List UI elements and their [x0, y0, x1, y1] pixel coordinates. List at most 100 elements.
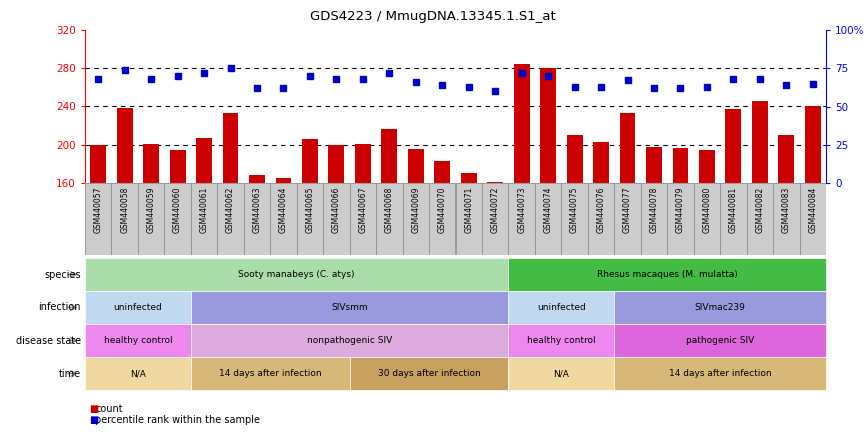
Bar	[535, 183, 561, 255]
Bar	[508, 183, 535, 255]
Bar	[117, 108, 132, 183]
Bar	[699, 150, 714, 183]
Text: nonpathogenic SIV: nonpathogenic SIV	[307, 336, 392, 345]
Bar	[721, 183, 746, 255]
Text: species: species	[44, 270, 81, 280]
Bar	[191, 183, 217, 255]
Bar	[217, 183, 244, 255]
Bar	[323, 183, 350, 255]
Bar	[429, 183, 456, 255]
Bar	[381, 130, 397, 183]
Text: GSM440057: GSM440057	[94, 186, 103, 233]
Text: GSM440072: GSM440072	[491, 186, 500, 233]
Text: GSM440069: GSM440069	[411, 186, 420, 233]
Text: ■: ■	[89, 404, 99, 414]
Text: GSM440061: GSM440061	[199, 186, 209, 233]
Text: GSM440060: GSM440060	[173, 186, 182, 233]
Bar	[112, 183, 138, 255]
Text: GSM440077: GSM440077	[623, 186, 632, 233]
Bar	[302, 139, 318, 183]
Bar	[488, 182, 503, 183]
Bar	[403, 183, 429, 255]
Text: GSM440076: GSM440076	[597, 186, 605, 233]
Text: GSM440058: GSM440058	[120, 186, 129, 233]
Bar	[138, 183, 165, 255]
Bar	[170, 150, 185, 183]
Bar	[223, 113, 238, 183]
Bar	[746, 183, 773, 255]
Text: disease state: disease state	[16, 336, 81, 345]
Text: pathogenic SIV: pathogenic SIV	[686, 336, 754, 345]
Bar	[165, 183, 191, 255]
Text: GSM440075: GSM440075	[570, 186, 579, 233]
Bar	[90, 145, 107, 183]
Text: GSM440083: GSM440083	[782, 186, 791, 233]
Bar	[297, 183, 323, 255]
Bar	[566, 135, 583, 183]
Text: N/A: N/A	[130, 369, 145, 378]
Bar	[435, 161, 450, 183]
Bar	[619, 113, 636, 183]
Text: GSM440080: GSM440080	[702, 186, 711, 233]
Text: 14 days after infection: 14 days after infection	[669, 369, 772, 378]
Text: ■: ■	[89, 415, 99, 425]
Text: GSM440068: GSM440068	[385, 186, 394, 233]
Text: GSM440081: GSM440081	[729, 186, 738, 233]
Bar	[805, 106, 821, 183]
Text: uninfected: uninfected	[537, 303, 585, 312]
Bar	[461, 174, 476, 183]
Text: SIVsmm: SIVsmm	[332, 303, 368, 312]
Text: GSM440078: GSM440078	[650, 186, 658, 233]
Bar	[197, 138, 212, 183]
Bar	[143, 144, 159, 183]
Text: GSM440067: GSM440067	[359, 186, 367, 233]
Text: N/A: N/A	[553, 369, 569, 378]
Bar	[588, 183, 614, 255]
Text: Rhesus macaques (M. mulatta): Rhesus macaques (M. mulatta)	[597, 270, 738, 279]
Bar	[614, 183, 641, 255]
Bar	[779, 135, 794, 183]
Bar	[667, 183, 694, 255]
Text: GSM440064: GSM440064	[279, 186, 288, 233]
Text: 14 days after infection: 14 days after infection	[219, 369, 321, 378]
Bar	[456, 183, 482, 255]
Bar	[408, 149, 423, 183]
Text: GSM440074: GSM440074	[544, 186, 553, 233]
Bar	[355, 144, 371, 183]
Text: count: count	[95, 404, 123, 414]
Bar	[270, 183, 297, 255]
Text: time: time	[59, 369, 81, 378]
Bar	[773, 183, 799, 255]
Text: GSM440071: GSM440071	[464, 186, 473, 233]
Text: GSM440073: GSM440073	[517, 186, 527, 233]
Text: GSM440065: GSM440065	[306, 186, 314, 233]
Text: GSM440059: GSM440059	[146, 186, 156, 233]
Bar	[694, 183, 721, 255]
Bar	[641, 183, 667, 255]
Bar	[799, 183, 826, 255]
Text: percentile rank within the sample: percentile rank within the sample	[95, 415, 261, 425]
Text: GSM440063: GSM440063	[253, 186, 262, 233]
Bar	[752, 101, 768, 183]
Bar	[376, 183, 403, 255]
Text: GSM440062: GSM440062	[226, 186, 235, 233]
Bar	[328, 145, 345, 183]
Text: healthy control: healthy control	[527, 336, 596, 345]
Bar	[275, 178, 292, 183]
Text: GSM440070: GSM440070	[438, 186, 447, 233]
Bar	[673, 147, 688, 183]
Text: GDS4223 / MmugDNA.13345.1.S1_at: GDS4223 / MmugDNA.13345.1.S1_at	[310, 10, 556, 23]
Bar	[244, 183, 270, 255]
Text: GSM440084: GSM440084	[808, 186, 818, 233]
Text: GSM440066: GSM440066	[332, 186, 341, 233]
Bar	[540, 68, 556, 183]
Text: Sooty manabeys (C. atys): Sooty manabeys (C. atys)	[238, 270, 355, 279]
Bar	[249, 175, 265, 183]
Bar	[85, 183, 112, 255]
Text: healthy control: healthy control	[104, 336, 172, 345]
Text: SIVmac239: SIVmac239	[695, 303, 746, 312]
Bar	[514, 64, 530, 183]
Bar	[561, 183, 588, 255]
Bar	[593, 142, 609, 183]
Bar	[646, 147, 662, 183]
